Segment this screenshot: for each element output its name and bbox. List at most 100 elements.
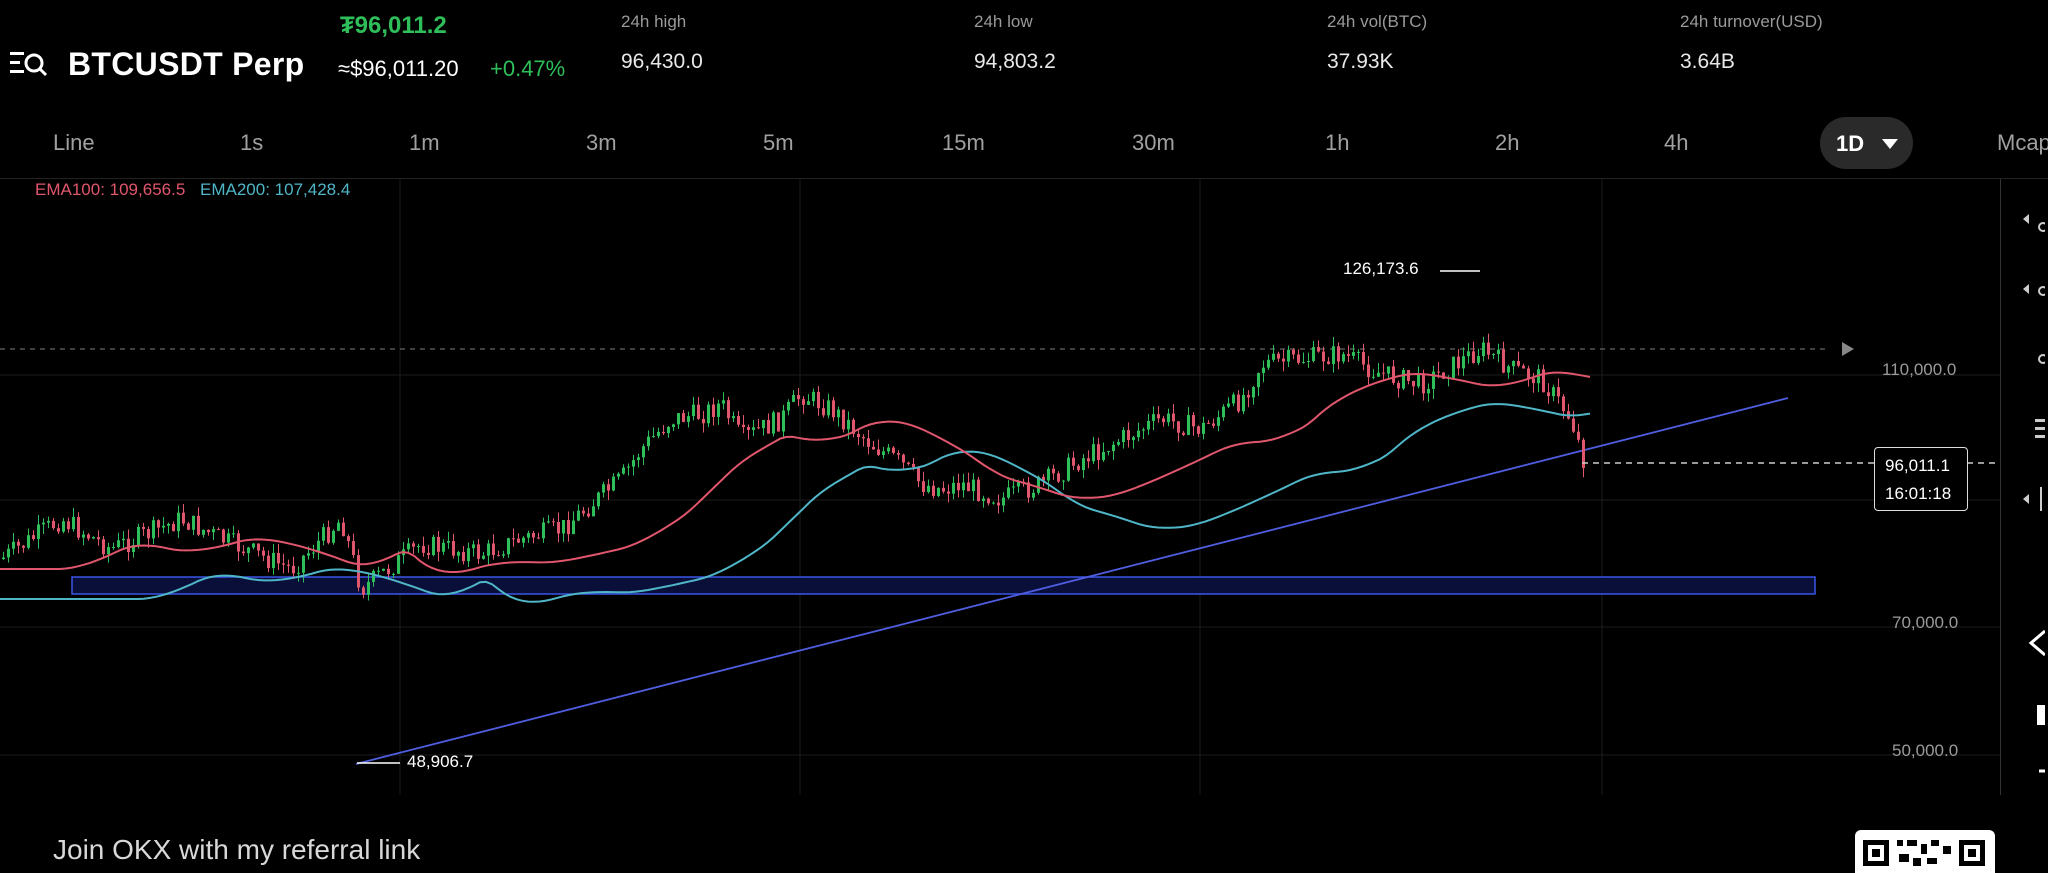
candle-body — [1512, 360, 1515, 367]
tab-1d-active[interactable]: 1D — [1820, 117, 1913, 169]
tab-30m[interactable]: 30m — [1132, 130, 1175, 155]
stat-24h-high-value: 96,430.0 — [621, 50, 703, 73]
candle-body — [327, 527, 330, 543]
tab-3m[interactable]: 3m — [586, 130, 617, 155]
candle-body — [722, 400, 725, 404]
more-tools-icon[interactable] — [2013, 763, 2045, 795]
tab-15m[interactable]: 15m — [942, 130, 985, 155]
candle-body — [317, 540, 320, 553]
price-chart[interactable]: EMA100: 109,656.5 EMA200: 107,428.4 126,… — [0, 179, 2000, 795]
candle-body — [942, 487, 945, 492]
menu-search-icon[interactable] — [8, 44, 48, 84]
candle-countdown: 16:01:18 — [1885, 484, 1952, 503]
candle-body — [1352, 352, 1355, 356]
candle-body — [1307, 360, 1310, 362]
candle-body — [1412, 380, 1415, 387]
candle-body — [447, 541, 450, 543]
tab-1m[interactable]: 1m — [409, 130, 440, 155]
candle-body — [702, 418, 705, 424]
candle-body — [962, 482, 965, 491]
candle-body — [1322, 351, 1325, 362]
candle-body — [1227, 403, 1230, 407]
candle-body — [1527, 368, 1530, 379]
trendline[interactable] — [355, 397, 1789, 765]
candle-body — [827, 400, 830, 416]
line-tool-icon[interactable] — [2013, 343, 2045, 375]
alert-arrow-icon[interactable] — [1842, 342, 1854, 356]
stat-24h-turnover-value: 3.64B — [1680, 50, 1735, 73]
candle-body — [287, 564, 290, 566]
candle-body — [1577, 431, 1580, 440]
collapse-left-icon[interactable] — [2013, 203, 2045, 235]
tab-5m[interactable]: 5m — [763, 130, 794, 155]
candle-body — [352, 541, 355, 556]
candle-body — [227, 533, 230, 543]
tab-1h[interactable]: 1h — [1325, 130, 1350, 155]
candle-body — [1382, 372, 1385, 374]
support-zone[interactable] — [71, 576, 1816, 595]
candle-body — [792, 395, 795, 402]
candle-body — [1172, 413, 1175, 422]
candle-body — [747, 427, 750, 430]
tab-4h[interactable]: 4h — [1664, 130, 1689, 155]
candle-body — [932, 485, 935, 497]
candle-body — [527, 533, 530, 538]
fib-tool-icon[interactable] — [2013, 413, 2045, 445]
referral-text[interactable]: Join OKX with my referral link — [53, 834, 421, 865]
candle-body — [777, 412, 780, 432]
candle-body — [1327, 361, 1330, 364]
eraser-tool-icon[interactable] — [2013, 699, 2045, 731]
tab-1s[interactable]: 1s — [240, 130, 264, 155]
candle-body — [152, 520, 155, 539]
candle-body — [362, 587, 365, 595]
candle-body — [1247, 394, 1250, 398]
ema100-legend: EMA100: 109,656.5 — [35, 180, 186, 199]
candle-body — [382, 568, 385, 571]
candles — [2, 333, 1585, 601]
chart-canvas[interactable] — [0, 179, 2000, 795]
candle-body — [347, 536, 350, 542]
candle-body — [1462, 356, 1465, 369]
referral-footer: Join OKX with my referral link — [0, 796, 2048, 873]
candle-body — [82, 534, 85, 538]
candle-body — [467, 548, 470, 562]
measure-tool-icon[interactable] — [2013, 483, 2045, 515]
tab-2h[interactable]: 2h — [1495, 130, 1520, 155]
candle-body — [902, 454, 905, 463]
tab-mcap[interactable]: Mcap — [1997, 130, 2048, 155]
candle-body — [262, 550, 265, 556]
candle-body — [307, 553, 310, 556]
stat-24h-low-value: 94,803.2 — [974, 50, 1056, 73]
ema200-legend: EMA200: 107,428.4 — [200, 180, 351, 199]
referral-qr-code[interactable] — [1855, 830, 1995, 873]
visibility-eye-icon[interactable] — [2013, 627, 2045, 659]
candle-body — [517, 538, 520, 543]
candle-body — [812, 391, 815, 402]
candle-body — [552, 521, 555, 523]
candle-body — [927, 485, 930, 492]
tab-line[interactable]: Line — [53, 130, 95, 155]
candle-body — [1342, 354, 1345, 362]
candle-body — [1492, 354, 1495, 356]
candle-body — [507, 538, 510, 555]
candle-body — [557, 521, 560, 534]
candle-body — [917, 467, 920, 482]
drawing-toolbar — [2000, 179, 2048, 795]
candle-body — [692, 404, 695, 417]
candle-body — [652, 436, 655, 438]
candle-body — [137, 526, 140, 546]
candle-body — [112, 547, 115, 549]
cursor-tool-icon[interactable] — [2013, 273, 2045, 305]
candle-body — [1427, 388, 1430, 394]
candle-body — [947, 491, 950, 494]
symbol-title[interactable]: BTCUSDT Perp — [68, 46, 305, 82]
candle-body — [12, 541, 15, 549]
candle-body — [1112, 444, 1115, 452]
candle-body — [1232, 394, 1235, 404]
candle-body — [1482, 342, 1485, 357]
last-price: ₮96,011.2 — [340, 12, 447, 39]
candle-body — [117, 540, 120, 548]
candle-body — [422, 546, 425, 553]
candle-body — [707, 404, 710, 424]
candle-body — [1392, 366, 1395, 383]
